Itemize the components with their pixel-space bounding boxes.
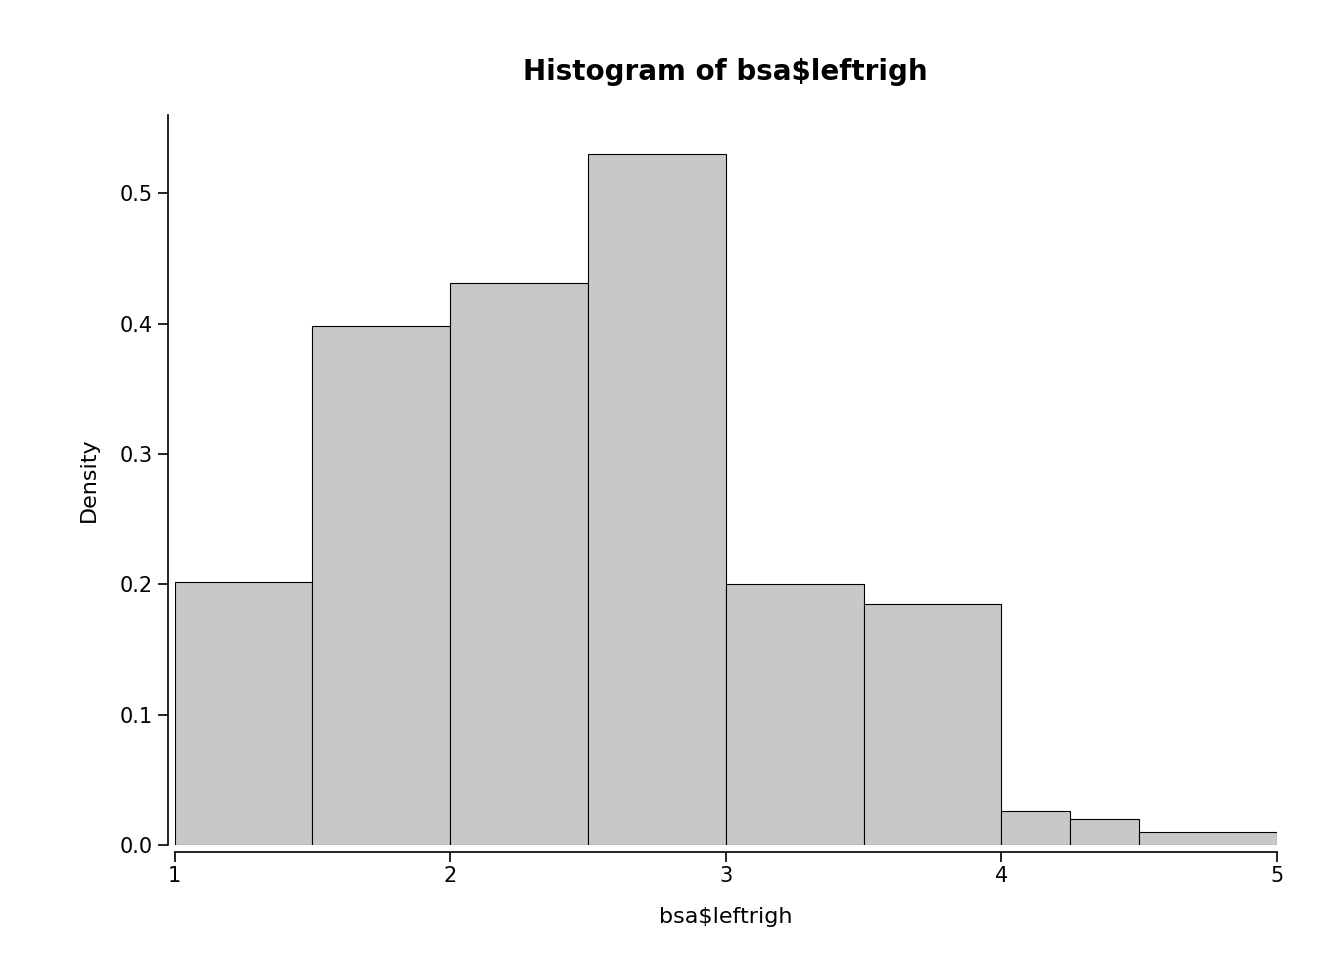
Bar [863, 604, 1001, 845]
Bar [312, 326, 450, 845]
Bar [1070, 819, 1138, 845]
Y-axis label: Density: Density [79, 438, 99, 522]
Bar [1001, 811, 1070, 845]
Bar [450, 283, 589, 845]
X-axis label: bsa$leftrigh: bsa$leftrigh [659, 907, 793, 927]
Title: Histogram of bsa$leftrigh: Histogram of bsa$leftrigh [523, 59, 929, 86]
Bar [589, 155, 726, 845]
Bar [726, 585, 863, 845]
Bar [1138, 831, 1277, 845]
Bar [175, 582, 312, 845]
